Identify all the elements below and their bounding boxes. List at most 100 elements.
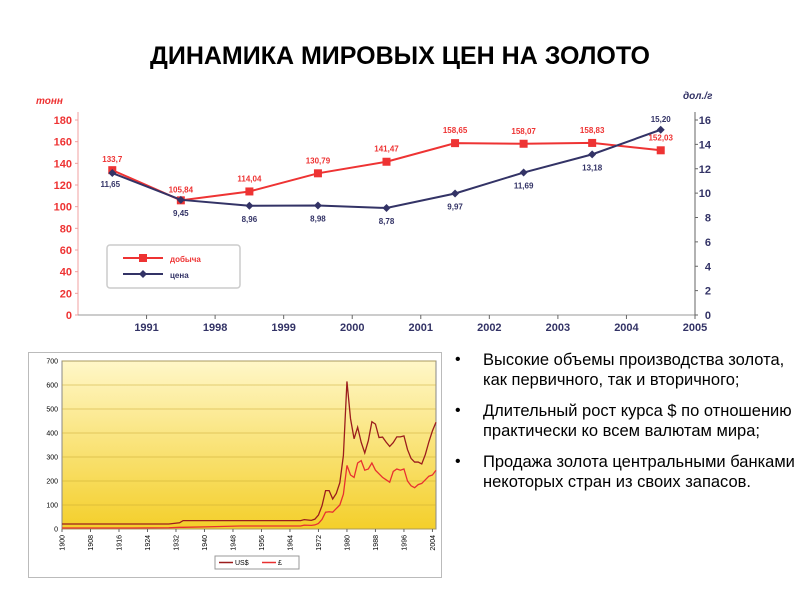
gold-x-tick-label: 1972	[316, 535, 323, 551]
cena-data-label: 8,78	[379, 217, 395, 226]
left-tick-label: 0	[66, 310, 72, 322]
right-tick-label: 10	[699, 188, 711, 200]
cena-marker	[382, 203, 391, 212]
gold-series-usd	[62, 381, 437, 525]
cena-data-label: 15,20	[651, 115, 672, 124]
bullet-item: • Длительный рост курса $ по отношению пр…	[455, 401, 795, 441]
gold-x-tick-label: 1932	[173, 535, 180, 551]
bullet-text: Продажа золота центральными банками неко…	[483, 453, 795, 491]
right-tick-label: 12	[699, 164, 711, 176]
right-tick-label: 2	[705, 286, 711, 298]
right-tick-label: 4	[705, 261, 712, 273]
gold-legend-box	[214, 555, 300, 570]
gold-price-history-chart: 0 100 200 300 400 500 600 700 1900 1908 1916 1924 19…	[28, 352, 442, 578]
left-tick-label: 180	[54, 115, 72, 127]
gold-x-tick-label: 1948	[230, 535, 237, 551]
dobycha-marker	[245, 187, 254, 196]
right-tick-label: 16	[699, 115, 711, 127]
gold-series-gbp	[62, 459, 437, 529]
cena-marker	[588, 150, 597, 159]
gold-legend-label-usd: US$	[235, 560, 249, 567]
bullet-item: • Продажа золота центральными банками нек…	[455, 452, 795, 492]
left-tick-label: 120	[54, 180, 72, 192]
x-tick-label: 1998	[203, 322, 227, 334]
gold-y-tick-label: 100	[46, 503, 58, 510]
gold-x-tick-label: 1900	[60, 535, 67, 551]
gold-x-tick-label: 1988	[373, 535, 380, 551]
bullet-item: • Высокие объемы производства золота, как…	[455, 350, 795, 390]
cena-marker	[451, 189, 460, 198]
cena-data-label: 8,96	[242, 215, 258, 224]
x-tick-label: 1991	[134, 322, 158, 334]
gold-y-tick-label: 0	[54, 527, 58, 534]
dobycha-marker	[588, 138, 597, 147]
production-price-chart: тонн дол./г 0 20 40 60 80 100 120 140 160 180 0 2 4 6 8 1…	[36, 91, 713, 334]
gold-x-tick-label: 1916	[116, 535, 123, 551]
bullet-text: Длительный рост курса $ по отношению пра…	[483, 402, 792, 440]
cena-data-label: 11,69	[514, 182, 534, 191]
x-tick-label: 2002	[477, 322, 501, 334]
x-tick-label: 2003	[546, 322, 570, 334]
dobycha-data-label: 158,65	[443, 126, 468, 135]
dobycha-data-label: 133,7	[102, 155, 123, 164]
right-tick-label: 6	[705, 237, 711, 249]
gold-x-tick-label: 1956	[259, 535, 266, 551]
gold-x-tick-label: 1940	[202, 535, 209, 551]
right-tick-label: 8	[705, 213, 711, 225]
cena-data-label: 11,65	[100, 180, 120, 189]
left-tick-label: 60	[60, 245, 72, 257]
slide-title: ДИНАМИКА МИРОВЫХ ЦЕН НА ЗОЛОТО	[150, 42, 650, 70]
cena-marker	[519, 168, 528, 177]
dobycha-data-label: 141,47	[374, 145, 399, 154]
left-tick-label: 100	[54, 202, 72, 214]
bullet-text: Высокие объемы производства золота, как …	[483, 351, 785, 389]
gold-y-tick-label: 500	[46, 407, 58, 414]
cena-marker	[108, 169, 117, 178]
cena-marker	[176, 195, 185, 204]
cena-marker	[313, 201, 322, 210]
gold-x-tick-label: 1996	[401, 535, 408, 551]
dobycha-marker	[519, 139, 528, 148]
dobycha-marker	[451, 139, 460, 148]
gold-x-tick-label: 1980	[344, 535, 351, 551]
gold-y-tick-label: 300	[46, 455, 58, 462]
gold-y-tick-label: 600	[46, 383, 58, 390]
gold-y-tick-label: 200	[46, 479, 58, 486]
dobycha-data-label: 105,84	[169, 185, 194, 194]
x-tick-label: 2001	[409, 322, 433, 334]
gold-x-tick-label: 2004	[430, 535, 437, 551]
legend-marker-cena	[139, 270, 147, 278]
cena-marker	[656, 125, 665, 134]
cena-data-label: 9,45	[173, 209, 189, 218]
left-tick-label: 160	[54, 137, 72, 149]
bullet-list: • Высокие объемы производства золота, как…	[455, 350, 795, 503]
cena-data-label: 13,18	[582, 163, 603, 172]
legend-label-cena: цена	[170, 271, 189, 280]
right-axis-unit: дол./г	[683, 91, 713, 102]
left-tick-label: 20	[60, 288, 72, 300]
dobycha-marker	[382, 157, 391, 166]
dobycha-data-label: 152,03	[648, 133, 673, 142]
x-tick-label: 1999	[271, 322, 295, 334]
x-tick-label: 2000	[340, 322, 364, 334]
legend-label-dobycha: добыча	[170, 255, 201, 264]
dobycha-marker	[656, 146, 665, 155]
dobycha-data-label: 158,83	[580, 126, 605, 135]
right-tick-label: 0	[705, 310, 711, 322]
cena-data-label: 8,98	[310, 215, 326, 224]
gold-plot-area	[61, 360, 437, 530]
right-tick-label: 14	[699, 139, 712, 151]
bullet-icon: •	[455, 402, 461, 419]
left-tick-label: 140	[54, 158, 72, 170]
gold-x-tick-label: 1908	[88, 535, 95, 551]
gold-x-tick-label: 1924	[145, 535, 152, 551]
legend-box	[106, 244, 241, 289]
gold-y-tick-label: 400	[46, 431, 58, 438]
gold-y-tick-label: 700	[46, 359, 58, 366]
cena-data-label: 9,97	[447, 202, 463, 211]
cena-marker	[245, 201, 254, 210]
dobycha-data-label: 114,04	[237, 174, 262, 183]
gold-legend-label-gbp: £	[278, 560, 282, 567]
series-line-cena	[111, 128, 662, 209]
x-tick-label: 2005	[683, 322, 707, 334]
